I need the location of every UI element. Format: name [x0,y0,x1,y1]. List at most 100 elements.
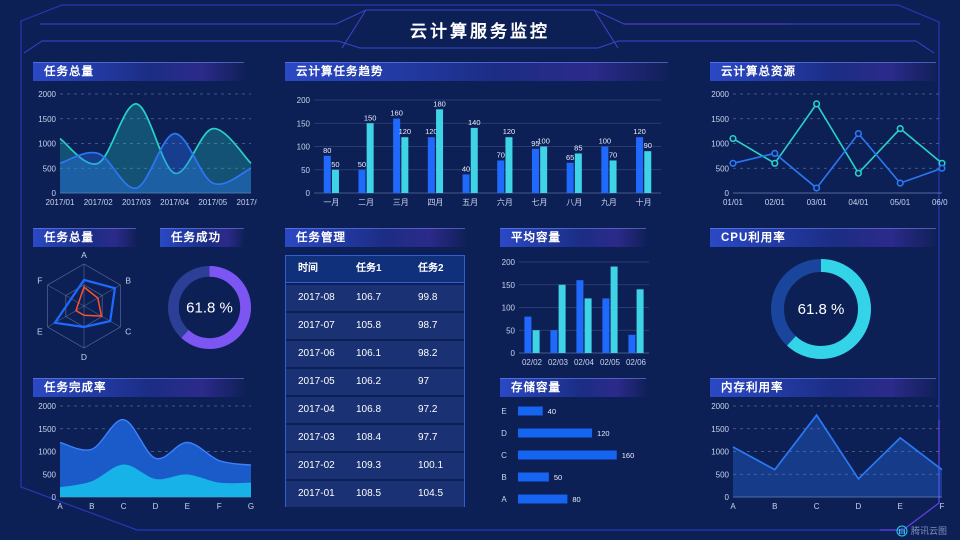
svg-text:1000: 1000 [38,140,56,149]
svg-text:02/01: 02/01 [765,198,786,207]
svg-text:C: C [501,451,507,460]
svg-text:0: 0 [306,189,311,198]
panel-title: 任务总量 [44,66,94,78]
svg-text:B: B [501,473,506,482]
logo-icon [896,525,908,536]
svg-text:E: E [501,407,506,416]
panel-title: 云计算总资源 [721,66,796,78]
svg-text:100: 100 [537,137,550,146]
svg-text:180: 180 [433,99,446,108]
svg-text:2000: 2000 [38,90,56,99]
table-cell: 2017-01 [298,488,335,499]
table-header-row: 时间 任务1 任务2 [286,256,464,283]
svg-text:80: 80 [572,495,580,504]
svg-text:二月: 二月 [358,198,374,207]
svg-text:120: 120 [425,127,438,136]
chart-task-success-donut: 61.8 % [162,255,257,360]
svg-text:01/01: 01/01 [723,198,744,207]
panel-title: 任务总量 [44,232,94,244]
svg-text:61.8 %: 61.8 % [798,301,845,318]
svg-text:500: 500 [716,470,730,479]
table-cell: 2017-03 [298,432,335,443]
svg-text:D: D [501,429,507,438]
brand-logo: 腾讯云图 [896,524,947,537]
svg-text:50: 50 [554,473,562,482]
svg-text:2017/04: 2017/04 [160,198,189,207]
panel-title: 任务成功 [171,232,221,244]
svg-text:2017/02: 2017/02 [84,198,113,207]
svg-text:500: 500 [716,164,730,173]
svg-text:2000: 2000 [711,90,729,99]
svg-text:65: 65 [566,153,574,162]
chart-task-trend: 0 50 100 150 200 一月 二月 三月 四月 五月 六月 七月 八月 九月 十月 80 50 160 1… [287,86,667,208]
svg-text:160: 160 [622,451,635,460]
panel-title: 任务管理 [296,232,346,244]
svg-text:九月: 九月 [601,198,617,207]
svg-text:1000: 1000 [711,448,729,457]
chart-storage: E 40 D 120 C 160 B 50 A 80 [494,400,664,510]
svg-text:02/04: 02/04 [574,358,595,367]
svg-text:70: 70 [609,150,617,159]
task-table: 时间 任务1 任务2 2017-08 106.7 99.8 2017-07 105.8 98.7… [285,255,465,507]
chart-memory: 0 500 1000 1500 2000 A B C D E F [706,398,948,512]
svg-text:0: 0 [725,493,730,502]
svg-text:140: 140 [468,118,481,127]
svg-text:50: 50 [331,160,339,169]
table-row: 2017-05 106.2 97 [286,369,464,395]
table-header-cell: 时间 [298,263,318,274]
chart-task-completion: 0 500 1000 1500 2000 A B C D E F G [33,398,257,512]
svg-text:40: 40 [548,407,556,416]
svg-text:150: 150 [502,281,516,290]
svg-text:B: B [125,276,131,286]
svg-text:160: 160 [390,109,403,118]
svg-text:F: F [217,502,222,511]
table-cell: 104.5 [418,488,444,499]
svg-text:F: F [940,502,945,511]
svg-text:03/01: 03/01 [807,198,828,207]
svg-text:C: C [121,502,127,511]
svg-text:02/02: 02/02 [522,358,543,367]
panel-header-task-total-line: 任务总量 [33,62,244,81]
svg-text:D: D [81,352,87,362]
table-cell: 109.3 [356,460,382,471]
svg-text:500: 500 [43,470,57,479]
svg-text:C: C [814,502,820,511]
table-cell: 106.1 [356,348,382,359]
svg-text:02/06: 02/06 [626,358,647,367]
table-cell: 108.4 [356,432,382,443]
table-cell: 2017-07 [298,320,335,331]
svg-text:100: 100 [599,137,612,146]
panel-title: 存储容量 [511,382,561,394]
svg-text:02/05: 02/05 [600,358,621,367]
table-cell: 2017-04 [298,404,335,415]
svg-text:E: E [898,502,903,511]
panel-header-task-total-radar: 任务总量 [33,228,136,247]
panel-header-task-success: 任务成功 [160,228,244,247]
page-title: 云计算服务监控 [410,22,550,41]
table-cell: 2017-06 [298,348,335,359]
panel-header-cpu-usage: CPU利用率 [710,228,936,247]
svg-text:40: 40 [462,164,470,173]
panel-header-task-completion: 任务完成率 [33,378,244,397]
svg-text:G: G [248,502,254,511]
table-cell: 97.2 [418,404,438,415]
svg-text:十月: 十月 [636,197,652,207]
table-row: 2017-04 106.8 97.2 [286,397,464,423]
svg-text:D: D [153,502,159,511]
svg-text:2017/05: 2017/05 [198,198,227,207]
table-row: 2017-01 108.5 104.5 [286,481,464,507]
svg-text:0: 0 [725,189,730,198]
svg-text:2000: 2000 [711,402,729,411]
svg-text:50: 50 [506,326,515,335]
svg-text:E: E [185,502,190,511]
panel-header-task-manage: 任务管理 [285,228,465,247]
svg-text:F: F [37,276,42,286]
table-cell: 2017-05 [298,376,335,387]
svg-text:0: 0 [52,493,57,502]
svg-text:02/03: 02/03 [548,358,569,367]
svg-text:四月: 四月 [427,198,443,207]
svg-text:三月: 三月 [393,198,409,207]
table-row: 2017-07 105.8 98.7 [286,313,464,339]
svg-text:C: C [125,327,131,337]
